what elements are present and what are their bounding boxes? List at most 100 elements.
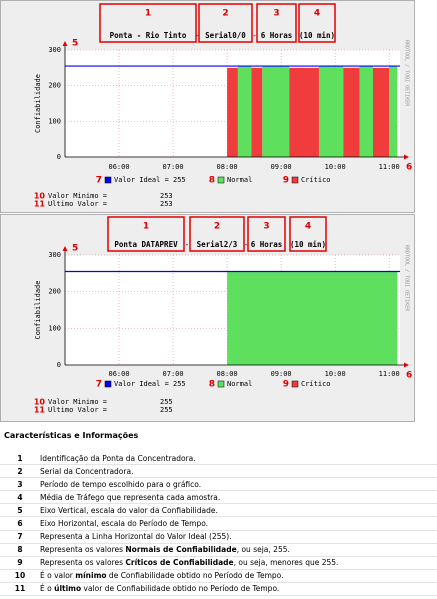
info-text-part: Representa os valores bbox=[40, 558, 126, 568]
info-row: 10 É o valor mínimo de Confiabilidade obt… bbox=[0, 569, 437, 583]
info-text: Período de tempo escolhido para o gráfic… bbox=[40, 477, 437, 492]
info-emphasis: Normais de Confiabilidade bbox=[125, 545, 237, 555]
info-row: 1 Identificação da Ponta da Concentradora… bbox=[0, 452, 437, 466]
stat-value: 253 bbox=[160, 200, 173, 208]
x-tick-label: 10:00 bbox=[325, 370, 346, 378]
bar bbox=[262, 66, 290, 157]
y-tick-label: 100 bbox=[48, 117, 61, 125]
callout-number: 7 bbox=[96, 380, 102, 390]
bar bbox=[343, 67, 360, 157]
info-text-part: Identificação da Ponta da Concentradora. bbox=[40, 453, 196, 463]
watermark: RRDTOOL / TOBI OETIKER bbox=[404, 245, 410, 312]
title-part: Ponta DATAPREV bbox=[114, 240, 178, 249]
info-row: 3 Período de tempo escolhido para o gráfi… bbox=[0, 477, 437, 492]
info-text-part: , ou seja, 255. bbox=[236, 545, 290, 555]
callout-number: 7 bbox=[96, 176, 102, 186]
legend-label: Crítico bbox=[301, 380, 331, 388]
info-number: 1 bbox=[0, 452, 40, 466]
info-text-part: Média de Tráfego que representa cada amo… bbox=[40, 492, 221, 502]
info-text: Representa os valores Críticos de Confia… bbox=[40, 556, 437, 570]
stat-label: Ultimo Valor = bbox=[48, 406, 107, 414]
info-table: 1 Identificação da Ponta da Concentradora… bbox=[0, 452, 437, 597]
callout-number: 6 bbox=[406, 371, 412, 381]
stat-label: Valor Minimo = bbox=[48, 192, 107, 200]
legend-swatch bbox=[291, 176, 299, 184]
bar bbox=[251, 67, 263, 157]
bar bbox=[227, 271, 398, 365]
info-text-part: valor de Confiabilidade obtido no Períod… bbox=[81, 584, 280, 594]
callout-number: 5 bbox=[72, 39, 78, 49]
info-row: 2 Serial da Concentradora. bbox=[0, 464, 437, 479]
x-tick-label: 07:00 bbox=[163, 163, 184, 171]
legend-swatch bbox=[217, 380, 225, 388]
info-text-part: É o valor bbox=[40, 571, 76, 581]
callout-number: 11 bbox=[34, 406, 46, 415]
title-part: 6 Horas bbox=[261, 31, 293, 40]
info-text-part: Representa a Linha Horizontal do Valor I… bbox=[40, 532, 232, 542]
x-tick-label: 06:00 bbox=[108, 163, 129, 171]
info-text-part: Representa os valores bbox=[40, 545, 126, 555]
x-tick-label: 11:00 bbox=[379, 370, 400, 378]
x-tick-label: 11:00 bbox=[379, 163, 400, 171]
callout-number: 2 bbox=[214, 222, 220, 232]
info-text: É o valor mínimo de Confiabilidade obtid… bbox=[40, 569, 437, 583]
title-part: (10 min) bbox=[290, 240, 326, 249]
bar bbox=[237, 66, 252, 157]
y-tick-label: 300 bbox=[48, 251, 61, 259]
callout-number: 2 bbox=[222, 9, 228, 19]
info-number: 8 bbox=[0, 543, 40, 557]
info-text: Identificação da Ponta da Concentradora. bbox=[40, 452, 437, 466]
axis-arrow bbox=[404, 362, 409, 368]
info-text: Serial da Concentradora. bbox=[40, 464, 437, 479]
title-part: Ponta - Rio Tinto bbox=[110, 31, 187, 40]
info-number: 4 bbox=[0, 490, 40, 505]
title-part: (10 min) bbox=[299, 31, 335, 40]
stat-value: 253 bbox=[160, 192, 173, 200]
callout-box bbox=[289, 216, 327, 252]
bar bbox=[289, 67, 319, 157]
info-row: 7 Representa a Linha Horizontal do Valor … bbox=[0, 530, 437, 544]
axis-arrow bbox=[62, 41, 68, 46]
callout-number: 5 bbox=[72, 244, 78, 254]
legend-swatch bbox=[104, 380, 112, 388]
y-axis-label: Confiabilidade bbox=[34, 74, 42, 133]
stat-label: Valor Minimo = bbox=[48, 398, 107, 406]
callout-number: 6 bbox=[406, 163, 412, 173]
bar bbox=[227, 67, 238, 157]
info-text: Eixo Vertical, escala do valor da Confia… bbox=[40, 503, 437, 518]
info-number: 9 bbox=[0, 556, 40, 570]
x-tick-label: 08:00 bbox=[217, 370, 238, 378]
callout-box bbox=[198, 3, 253, 43]
bar bbox=[318, 66, 344, 157]
title-separator: - bbox=[195, 31, 200, 40]
title-separator: - bbox=[185, 240, 190, 249]
callout-box bbox=[189, 216, 245, 252]
callout-number: 3 bbox=[273, 9, 279, 19]
callout-box bbox=[256, 3, 297, 43]
info-text-part: Eixo Horizontal, escala do Período de Te… bbox=[40, 519, 209, 529]
legend-label: Valor Ideal = 255 bbox=[114, 176, 186, 184]
info-text-part: de Confiabilidade obtido no Período de T… bbox=[106, 571, 284, 581]
stat-value: 255 bbox=[160, 398, 173, 406]
info-text: Representa os valores Normais de Confiab… bbox=[40, 543, 437, 557]
legend-swatch bbox=[104, 176, 112, 184]
title-part: 6 Horas bbox=[251, 240, 283, 249]
stat-value: 255 bbox=[160, 406, 173, 414]
x-tick-label: 06:00 bbox=[108, 370, 129, 378]
stat-label: Ultimo Valor = bbox=[48, 200, 107, 208]
callout-number: 1 bbox=[145, 9, 151, 19]
info-text: É o último valor de Confiabilidade obtid… bbox=[40, 582, 437, 597]
legend-swatch bbox=[291, 380, 299, 388]
callout-box bbox=[107, 216, 185, 252]
callout-box bbox=[247, 216, 286, 252]
y-tick-label: 100 bbox=[48, 324, 61, 332]
legend-label: Normal bbox=[227, 176, 252, 184]
callout-number: 3 bbox=[263, 222, 269, 232]
info-number: 6 bbox=[0, 516, 40, 531]
legend-label: Normal bbox=[227, 380, 252, 388]
axis-arrow bbox=[62, 246, 68, 251]
info-number: 5 bbox=[0, 503, 40, 518]
callout-box bbox=[99, 3, 197, 43]
legend-label: Crítico bbox=[301, 176, 331, 184]
